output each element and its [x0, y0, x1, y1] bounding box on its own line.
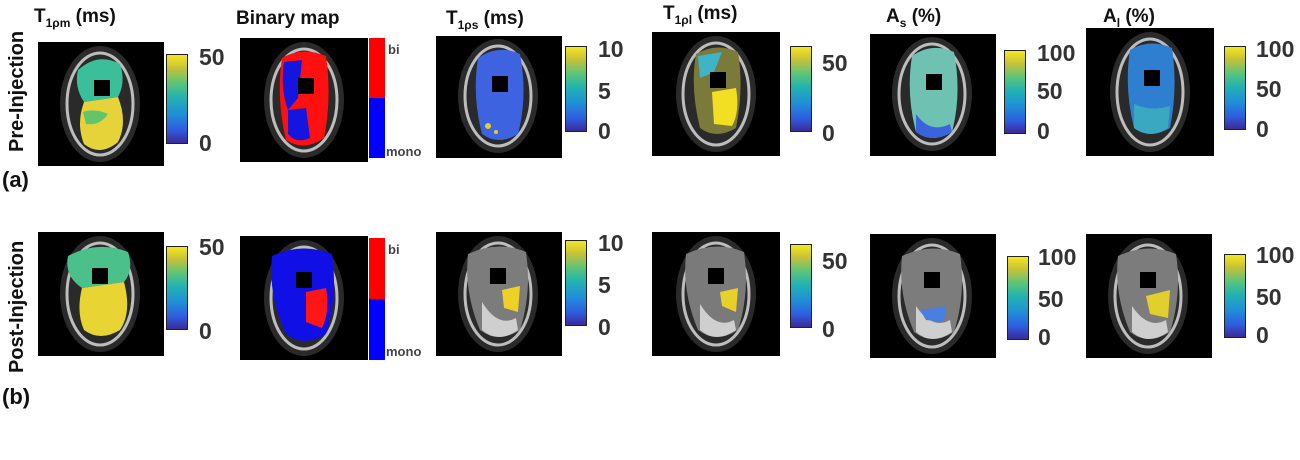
title-binary-map: Binary map [236, 8, 340, 29]
tick-mid: 50 [1256, 76, 1282, 102]
tick-min: 0 [1256, 116, 1269, 142]
mri-knee-scan [60, 236, 140, 352]
tick-max: 50 [199, 44, 225, 70]
tick-min: 0 [1038, 324, 1051, 350]
mri-image-post-t1rl [652, 232, 780, 356]
tick-max: 100 [1037, 40, 1076, 66]
mri-image-pre-al [1086, 28, 1214, 156]
mri-image-post-t1rm [38, 232, 164, 356]
panel-mark-b: (b) [2, 384, 31, 409]
mri-knee-scan [892, 37, 972, 151]
mri-image-pre-t1rl [652, 32, 780, 156]
title-al: Al (%) [1103, 6, 1155, 30]
tick-min: 0 [1037, 118, 1050, 144]
tick-min: 0 [598, 118, 611, 144]
mri-knee-scan [60, 46, 140, 162]
row-label-pre: Pre-Injection [6, 30, 28, 152]
binary-legend-top: bi [388, 242, 400, 257]
colorbar-pre-al [1224, 46, 1246, 130]
tick-mid: 50 [1037, 78, 1063, 104]
tick-mid: 5 [598, 78, 611, 104]
tick-min: 0 [598, 314, 611, 340]
mri-knee-scan [264, 42, 344, 158]
mri-knee-scan [458, 236, 538, 352]
tick-min: 0 [822, 120, 835, 146]
tick-min: 0 [822, 316, 835, 342]
mri-image-post-as [870, 234, 996, 358]
mri-knee-scan [676, 36, 756, 152]
colorbar-pre-t1rs [565, 46, 587, 132]
mri-knee-scan [458, 39, 538, 153]
mri-image-pre-binary [240, 38, 368, 162]
mri-image-pre-t1rs [436, 36, 562, 158]
binary-legend-top: bi [388, 42, 400, 57]
tick-min: 0 [199, 318, 212, 344]
binary-legend-bar-pre [369, 38, 385, 158]
colorbar-pre-t1rl [790, 46, 812, 132]
mri-image-post-binary [240, 236, 368, 360]
title-t1rs: T1ρs (ms) [446, 8, 524, 32]
colorbar-post-as [1007, 256, 1029, 340]
colorbar-post-al [1224, 254, 1246, 338]
row-label-post: Post-Injection [6, 240, 28, 373]
mri-image-pre-t1rm [38, 42, 164, 166]
colorbar-pre-as [1004, 50, 1026, 134]
binary-legend-bottom: mono [386, 144, 422, 159]
binary-legend-bottom: mono [386, 344, 422, 359]
tick-min: 0 [199, 130, 212, 156]
mri-knee-scan [1110, 32, 1190, 152]
tick-max: 50 [199, 234, 225, 260]
colorbar-pre-t1rm [166, 54, 188, 144]
tick-mid: 50 [1256, 284, 1282, 310]
colorbar-post-t1rl [790, 244, 812, 328]
tick-max: 10 [598, 36, 624, 62]
mri-knee-scan [264, 240, 344, 356]
tick-max: 100 [1256, 242, 1295, 268]
title-t1rm: T1ρm (ms) [34, 6, 116, 30]
mri-image-pre-as [870, 34, 996, 156]
colorbar-post-t1rm [166, 246, 188, 330]
tick-max: 100 [1038, 244, 1077, 270]
tick-min: 0 [1256, 322, 1269, 348]
mri-image-post-t1rs [436, 232, 562, 356]
tick-max: 50 [822, 50, 848, 76]
tick-mid: 5 [598, 272, 611, 298]
tick-mid: 50 [1038, 286, 1064, 312]
tick-max: 100 [1256, 36, 1295, 62]
title-t1rl: T1ρl (ms) [663, 3, 738, 27]
mri-image-post-al [1086, 234, 1212, 358]
mri-knee-scan [676, 236, 756, 352]
binary-legend-bar-post [369, 238, 385, 360]
panel-mark-a: (a) [2, 167, 29, 192]
colorbar-post-t1rs [565, 240, 587, 326]
tick-max: 50 [822, 248, 848, 274]
mri-knee-scan [1108, 238, 1188, 354]
tick-max: 10 [598, 230, 624, 256]
mri-knee-scan [892, 238, 972, 354]
title-as: As (%) [886, 6, 942, 30]
